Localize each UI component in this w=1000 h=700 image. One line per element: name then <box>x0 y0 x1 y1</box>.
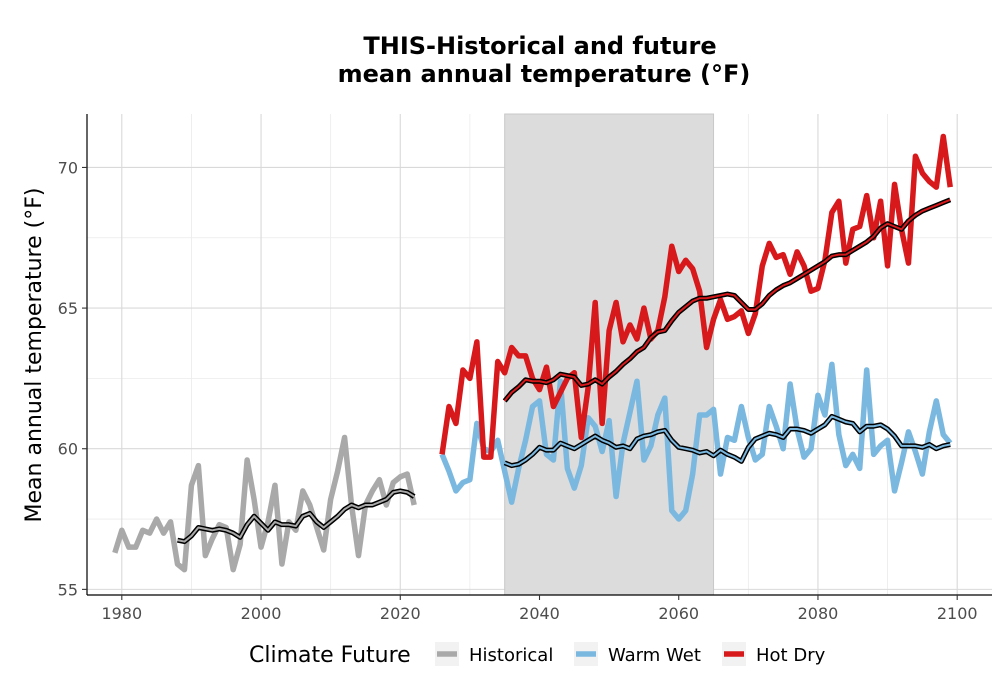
x-tick-label: 2000 <box>241 604 282 623</box>
series-line-hot-dry <box>439 133 953 460</box>
y-axis-title: Mean annual temperature (°F) <box>22 188 47 523</box>
legend: Climate Future Historical Warm Wet Hot Dry <box>249 642 826 668</box>
chart-title-line-1: THIS-Historical and future <box>363 32 716 60</box>
y-tick-label: 60 <box>58 440 78 459</box>
series-line-warm-wet <box>439 361 953 522</box>
rolling-mean-line-hot-dry <box>503 198 951 402</box>
rolling-mean-line-warm-wet <box>504 415 951 467</box>
legend-label-historical: Historical <box>469 645 553 666</box>
x-tick-label: 2100 <box>937 604 978 623</box>
y-tick-label: 70 <box>58 158 78 177</box>
legend-label-warm-wet: Warm Wet <box>608 645 701 666</box>
y-tick-label: 55 <box>58 580 78 599</box>
y-tick-label: 65 <box>58 299 78 318</box>
x-tick-label: 2020 <box>380 604 421 623</box>
x-tick-label: 2080 <box>798 604 839 623</box>
plot-area: 1980 2000 2020 2040 2060 2080 2100 55 60 65 70 <box>58 113 992 623</box>
rolling-mean-line-historical <box>177 489 415 543</box>
series-line-historical <box>112 434 417 573</box>
chart-title-line-2: mean annual temperature (°F) <box>338 60 751 88</box>
x-tick-label: 2060 <box>658 604 699 623</box>
legend-label-hot-dry: Hot Dry <box>756 645 826 666</box>
legend-title: Climate Future <box>249 643 411 668</box>
x-tick-label: 2040 <box>519 604 560 623</box>
x-tick-label: 1980 <box>101 604 142 623</box>
